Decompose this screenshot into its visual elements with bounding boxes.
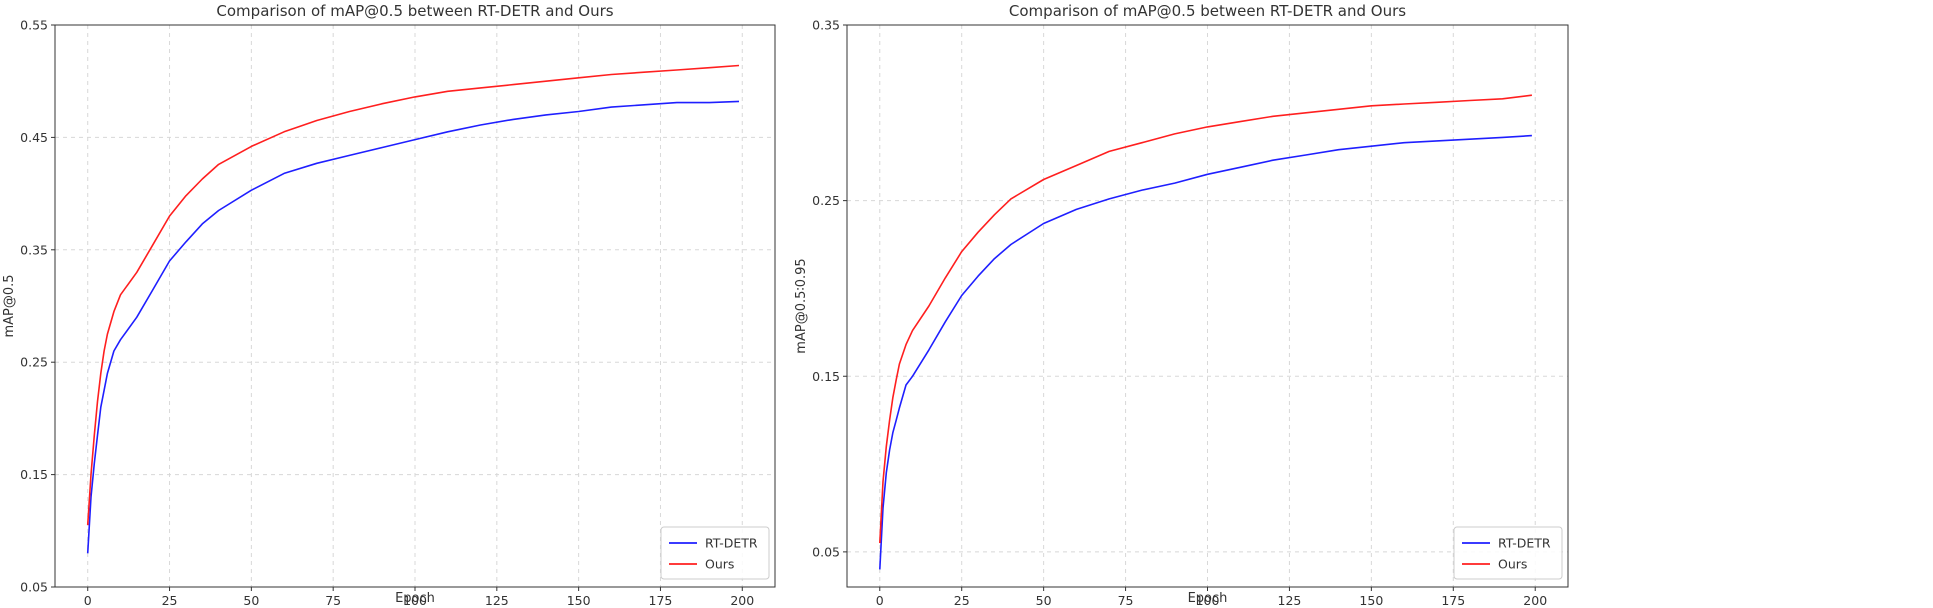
x-tick-label: 0 xyxy=(84,593,92,608)
x-tick-label: 175 xyxy=(1441,593,1465,608)
chart-left: 0 25 50 75 100 125 150 175 200 0.05 0.15 0.25 0.35 0.… xyxy=(2,2,776,608)
x-tick-label: 100 xyxy=(403,593,427,608)
y-tick-label: 0.35 xyxy=(20,242,48,257)
x-tick-label: 50 xyxy=(1036,593,1052,608)
legend-label: RT-DETR xyxy=(1498,536,1551,551)
series-line-rt-detr xyxy=(86,100,740,554)
chart-right: 0 25 50 75 100 125 150 175 200 0.05 0.15 0.25 0.35 Co… xyxy=(794,2,1569,608)
x-tick-label: 25 xyxy=(954,593,970,608)
y-axis-label: mAP@0.5∶0.95 xyxy=(794,258,809,353)
series-line-ours xyxy=(86,64,740,526)
y-axis-label: mAP@0.5 xyxy=(2,274,17,337)
x-tick-label: 75 xyxy=(325,593,341,608)
y-tick-label: 0.45 xyxy=(20,130,48,145)
x-tick-label: 50 xyxy=(243,593,259,608)
x-tick-label: 125 xyxy=(1278,593,1302,608)
x-tick-label: 175 xyxy=(649,593,673,608)
legend-box xyxy=(1453,526,1563,580)
y-tick-label: 0.15 xyxy=(812,369,840,384)
series-line-rt-detr xyxy=(879,134,1532,570)
legend-box xyxy=(660,526,770,580)
y-tick-label: 0.35 xyxy=(812,18,840,33)
x-tick-label: 100 xyxy=(1196,593,1220,608)
legend-label: Ours xyxy=(1498,557,1527,572)
x-tick-label: 200 xyxy=(730,593,754,608)
x-tick-label: 0 xyxy=(876,593,884,608)
y-tick-label: 0.25 xyxy=(20,355,48,370)
y-tick-label: 0.55 xyxy=(20,18,48,33)
y-tick-label: 0.05 xyxy=(20,580,48,595)
chart-title: Comparison of mAP@0.5 between RT-DETR an… xyxy=(216,2,613,20)
x-tick-label: 150 xyxy=(1359,593,1383,608)
y-tick-label: 0.15 xyxy=(20,467,48,482)
series-line-ours xyxy=(879,94,1532,544)
y-tick-label: 0.05 xyxy=(812,544,840,559)
x-axis-label: Epoch xyxy=(1188,591,1228,606)
legend-label: RT-DETR xyxy=(705,536,758,551)
x-axis-label: Epoch xyxy=(395,591,435,606)
x-tick-label: 150 xyxy=(567,593,591,608)
x-tick-label: 25 xyxy=(162,593,178,608)
chart-title: Comparison of mAP@0.5 between RT-DETR an… xyxy=(1009,2,1406,20)
y-tick-label: 0.25 xyxy=(812,193,840,208)
x-tick-label: 75 xyxy=(1118,593,1134,608)
x-tick-label: 125 xyxy=(485,593,509,608)
legend-label: Ours xyxy=(705,557,734,572)
x-tick-label: 200 xyxy=(1523,593,1547,608)
